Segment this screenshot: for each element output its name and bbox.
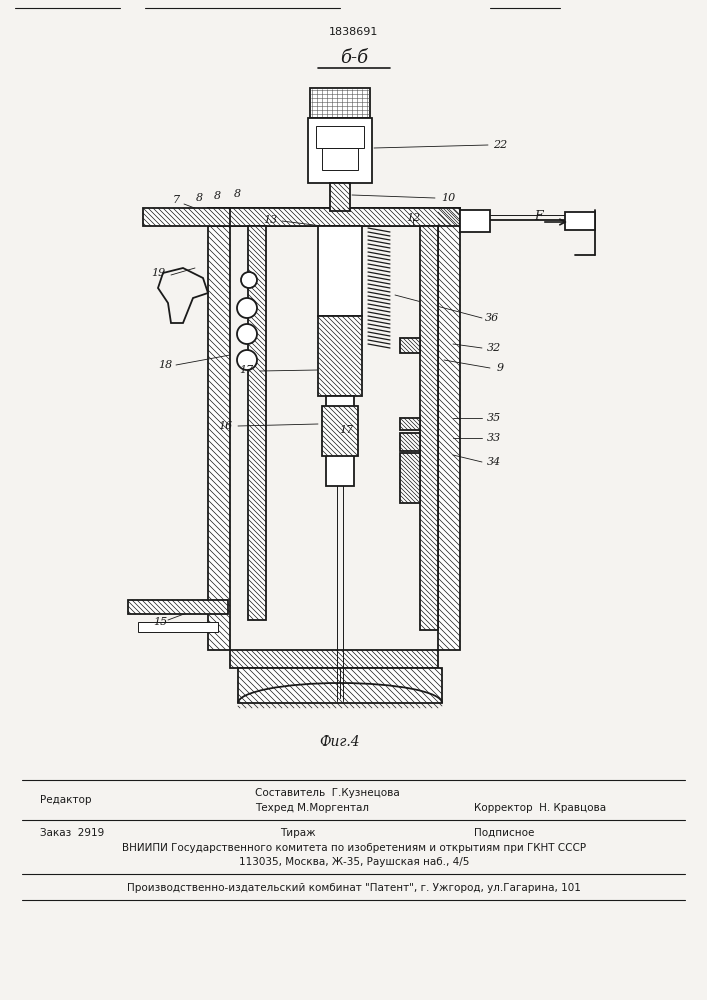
Bar — [238, 668, 442, 703]
Bar — [208, 208, 230, 650]
Text: 8: 8 — [195, 193, 203, 203]
Text: 35: 35 — [487, 413, 501, 423]
Circle shape — [241, 272, 257, 288]
Text: б-б: б-б — [340, 49, 368, 67]
Text: 36: 36 — [485, 313, 499, 323]
Text: 9: 9 — [496, 363, 503, 373]
Text: Техред М.Моргентал: Техред М.Моргентал — [255, 803, 369, 813]
Bar — [308, 118, 372, 183]
Text: 34: 34 — [487, 457, 501, 467]
Bar — [208, 208, 460, 226]
Text: Фиг.4: Фиг.4 — [320, 735, 361, 749]
Bar — [326, 396, 354, 486]
Bar — [400, 433, 420, 451]
Text: 15: 15 — [153, 617, 167, 627]
Bar — [310, 88, 370, 118]
Text: 12: 12 — [406, 213, 420, 223]
Text: 113035, Москва, Ж-35, Раушская наб., 4/5: 113035, Москва, Ж-35, Раушская наб., 4/5 — [239, 857, 469, 867]
Bar — [128, 600, 228, 614]
Text: ВНИИПИ Государственного комитета по изобретениям и открытиям при ГКНТ СССР: ВНИИПИ Государственного комитета по изоб… — [122, 843, 586, 853]
Text: Корректор  Н. Кравцова: Корректор Н. Кравцова — [474, 803, 606, 813]
Bar — [316, 126, 364, 148]
Text: 18: 18 — [158, 360, 172, 370]
Bar — [330, 183, 350, 211]
Text: 16: 16 — [218, 421, 232, 431]
Text: F: F — [534, 210, 542, 223]
Circle shape — [237, 350, 257, 370]
Bar — [565, 212, 595, 230]
Bar — [143, 208, 230, 226]
Text: Подписное: Подписное — [474, 828, 534, 838]
Bar — [400, 338, 420, 353]
Text: 17: 17 — [239, 365, 253, 375]
Bar — [400, 418, 420, 430]
Bar — [438, 208, 460, 650]
Text: 8: 8 — [214, 191, 221, 201]
Circle shape — [237, 324, 257, 344]
Text: Редактор: Редактор — [40, 795, 91, 805]
Text: 22: 22 — [493, 140, 507, 150]
Text: Производственно-издательский комбинат "Патент", г. Ужгород, ул.Гагарина, 101: Производственно-издательский комбинат "П… — [127, 883, 581, 893]
Text: Составитель  Г.Кузнецова: Составитель Г.Кузнецова — [255, 788, 399, 798]
Bar — [420, 226, 438, 630]
Bar — [322, 406, 358, 456]
Bar — [322, 148, 358, 170]
Text: 32: 32 — [487, 343, 501, 353]
Bar — [248, 226, 266, 620]
Bar — [230, 650, 438, 668]
Bar — [318, 226, 362, 316]
Text: 33: 33 — [487, 433, 501, 443]
Bar — [460, 210, 490, 232]
Text: 1838691: 1838691 — [329, 27, 379, 37]
Text: Тираж: Тираж — [280, 828, 315, 838]
Text: 10: 10 — [441, 193, 455, 203]
Bar — [138, 622, 218, 632]
Text: 13: 13 — [263, 215, 277, 225]
Text: 8: 8 — [233, 189, 240, 199]
Bar — [318, 316, 362, 396]
Text: 17: 17 — [339, 425, 353, 435]
Bar — [328, 226, 352, 261]
Text: Заказ  2919: Заказ 2919 — [40, 828, 104, 838]
Bar — [400, 453, 420, 503]
Text: 7: 7 — [173, 195, 180, 205]
Circle shape — [237, 298, 257, 318]
Text: 19: 19 — [151, 268, 165, 278]
